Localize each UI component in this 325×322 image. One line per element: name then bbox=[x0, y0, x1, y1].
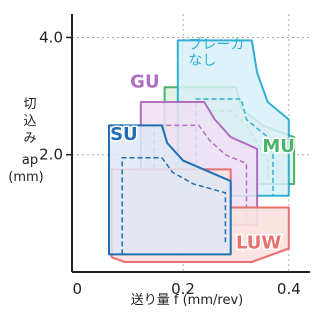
ticks: 2.0 4.0 0 0.2 0.4 bbox=[39, 28, 301, 298]
series-label: なし bbox=[188, 53, 216, 69]
series-regions bbox=[108, 39, 296, 263]
x-tick-label: 0 bbox=[73, 280, 83, 298]
y-axis-label-line: 切 bbox=[23, 97, 36, 112]
y-tick-label: 2.0 bbox=[39, 146, 63, 164]
x-axis-label: 送り量 f (mm/rev) bbox=[131, 293, 243, 308]
series-region bbox=[108, 124, 232, 256]
x-tick-label: 0.4 bbox=[277, 280, 301, 298]
series-label: ブレーカ bbox=[188, 36, 244, 53]
series-dashed-boundary bbox=[121, 156, 227, 255]
axes bbox=[71, 14, 310, 273]
y-axis-label-line: み bbox=[23, 131, 36, 146]
y-axis-label: 切込み ap (mm) bbox=[8, 97, 43, 185]
x-tick-label: 0.2 bbox=[171, 280, 195, 298]
y-axis-label-line: ap bbox=[22, 153, 38, 168]
series-label: LUW bbox=[236, 233, 281, 254]
series-label: MU bbox=[262, 136, 295, 157]
series-label: GU bbox=[130, 71, 159, 92]
series-label: SU bbox=[110, 124, 138, 145]
y-axis-label-line: (mm) bbox=[8, 170, 43, 185]
y-tick-label: 4.0 bbox=[39, 28, 63, 46]
y-axis-label-line: 込 bbox=[23, 114, 36, 129]
series-dashed-boundary bbox=[195, 98, 274, 196]
